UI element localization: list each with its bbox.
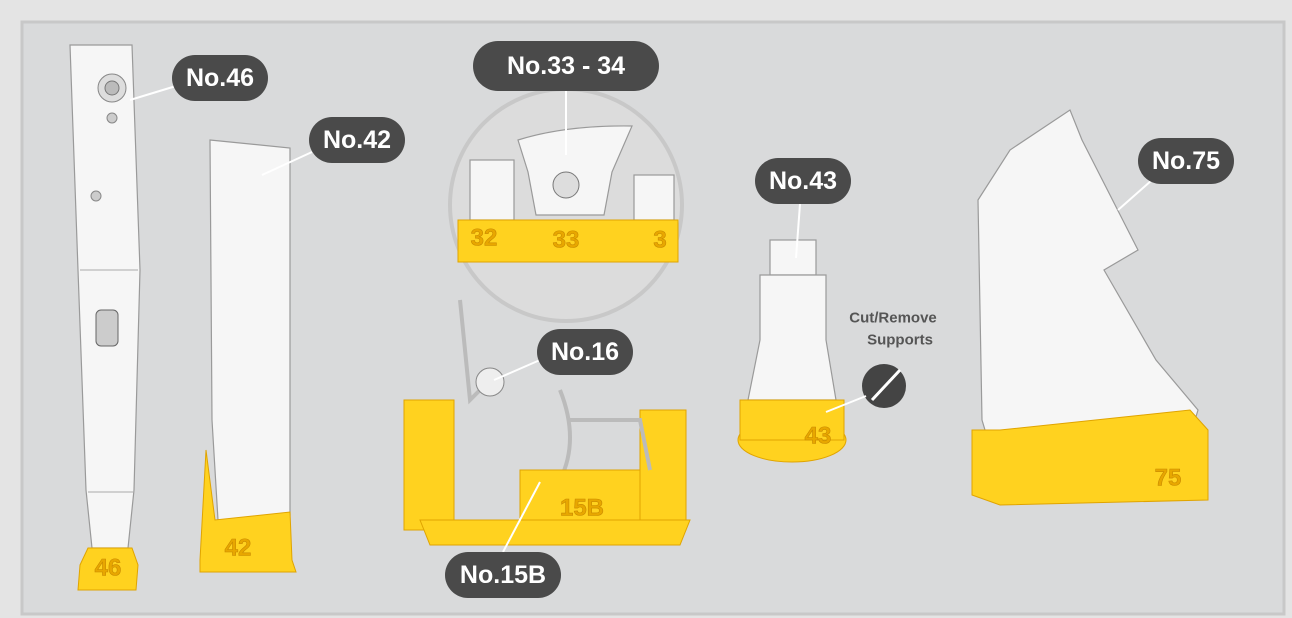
callout-label: No.15B <box>460 561 546 589</box>
cut-note: Cut/Remove <box>849 310 937 327</box>
base-label: 33 <box>553 227 580 254</box>
base-label: 42 <box>225 535 252 562</box>
base-label: 75 <box>1155 465 1182 492</box>
callout-label: No.42 <box>323 126 391 154</box>
callout-label: No.46 <box>186 64 254 92</box>
callout-label: No.75 <box>1152 147 1220 175</box>
callout-label: No.43 <box>769 167 837 195</box>
base-label: 43 <box>805 423 832 450</box>
cut-note: Supports <box>867 332 933 349</box>
callout-label: No.33 - 34 <box>507 52 625 80</box>
callout-label: No.16 <box>551 338 619 366</box>
illustration: No.46 No.42 No.33 - 34 No.16 No.15B No.4… <box>0 0 1292 618</box>
base-label: 3 <box>653 227 666 254</box>
base-label: 32 <box>471 225 498 252</box>
base-label: 46 <box>95 555 122 582</box>
base-label: 15B <box>560 495 604 522</box>
